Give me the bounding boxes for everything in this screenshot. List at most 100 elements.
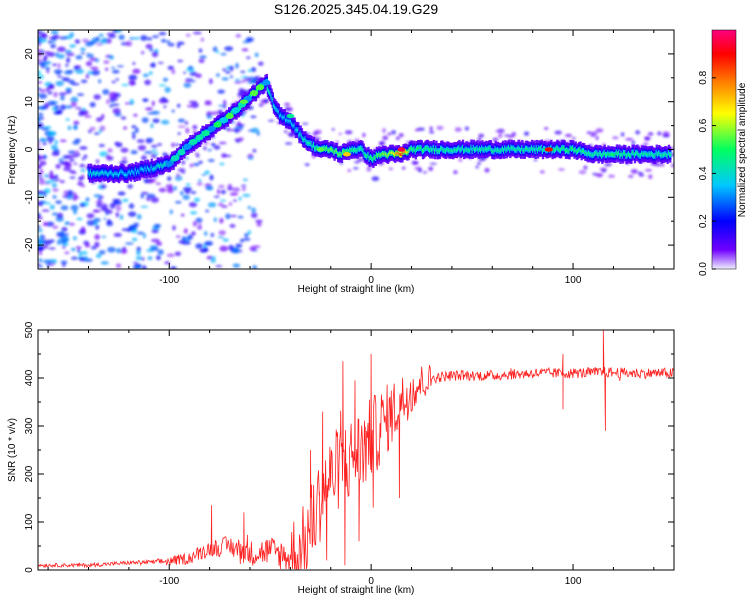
noise-point xyxy=(218,230,226,236)
noise-point xyxy=(643,142,649,146)
noise-point xyxy=(68,222,75,226)
noise-point xyxy=(191,231,196,236)
ridge-core xyxy=(487,147,490,151)
noise-point xyxy=(180,213,185,217)
noise-point xyxy=(114,141,119,146)
noise-point xyxy=(49,170,54,175)
noise-point xyxy=(55,80,64,87)
noise-point xyxy=(638,173,645,177)
ridge-blob xyxy=(189,138,198,145)
y-tick-label: 300 xyxy=(24,417,35,434)
noise-point xyxy=(133,113,138,117)
ridge-blob xyxy=(165,160,174,167)
noise-point xyxy=(382,128,386,133)
noise-point xyxy=(38,164,42,168)
ridge-core xyxy=(444,149,448,153)
noise-point xyxy=(599,167,608,171)
noise-point xyxy=(157,61,164,64)
noise-point xyxy=(225,213,231,220)
ridge-core xyxy=(350,149,353,153)
noise-point xyxy=(304,163,310,167)
colorbar-label: Normalized spectral amplitude xyxy=(737,82,748,217)
noise-point xyxy=(235,78,240,82)
noise-point xyxy=(220,52,227,56)
noise-point xyxy=(74,39,81,44)
noise-point xyxy=(151,100,155,107)
noise-point xyxy=(140,193,145,199)
noise-point xyxy=(148,178,154,181)
noise-point xyxy=(91,246,97,250)
noise-point xyxy=(118,34,125,40)
ridge-core xyxy=(301,137,305,141)
noise-point xyxy=(413,161,419,165)
noise-point xyxy=(254,52,259,58)
noise-point xyxy=(241,48,249,52)
noise-point xyxy=(251,127,259,133)
noise-point xyxy=(98,79,102,84)
noise-point xyxy=(128,211,137,217)
ridge-blob xyxy=(262,79,271,86)
noise-point xyxy=(144,151,154,154)
noise-point xyxy=(65,190,74,196)
noise-point xyxy=(141,191,149,195)
noise-point xyxy=(63,190,68,195)
noise-point xyxy=(50,30,59,35)
noise-point xyxy=(151,144,158,148)
noise-point xyxy=(38,107,43,110)
ridge-blob xyxy=(213,121,222,128)
noise-point xyxy=(196,182,203,186)
noise-point xyxy=(232,263,241,268)
noise-point xyxy=(263,98,270,104)
noise-point xyxy=(164,261,171,265)
noise-point xyxy=(212,46,218,52)
noise-point xyxy=(51,183,58,188)
noise-point xyxy=(44,126,52,130)
noise-point xyxy=(195,217,203,223)
noise-point xyxy=(242,40,249,44)
noise-point xyxy=(136,231,145,235)
snr-frame xyxy=(37,329,675,571)
noise-point xyxy=(249,246,256,252)
noise-point xyxy=(55,200,62,204)
noise-point xyxy=(74,65,80,70)
ridge-core xyxy=(349,148,352,151)
noise-point xyxy=(66,154,74,159)
noise-point xyxy=(84,243,91,248)
noise-point xyxy=(402,166,406,170)
y-tick-label: 400 xyxy=(24,369,35,386)
noise-point xyxy=(130,150,138,155)
ridge-core xyxy=(338,153,341,157)
noise-point xyxy=(98,144,105,147)
noise-point xyxy=(136,250,141,256)
ridge-core xyxy=(295,128,299,132)
noise-point xyxy=(82,107,86,111)
noise-point xyxy=(243,77,252,82)
noise-point xyxy=(50,36,58,41)
noise-point xyxy=(57,62,61,69)
noise-point xyxy=(388,167,394,171)
noise-point xyxy=(91,37,99,44)
ridge-core xyxy=(496,148,500,152)
ridge-core xyxy=(137,169,140,172)
noise-point xyxy=(96,43,103,46)
noise-point xyxy=(68,150,77,154)
noise-point xyxy=(131,82,136,85)
noise-point xyxy=(238,88,245,93)
noise-point xyxy=(90,53,94,59)
noise-point xyxy=(38,81,43,84)
noise-point xyxy=(52,188,59,192)
noise-point xyxy=(631,140,635,145)
noise-point xyxy=(38,179,46,185)
noise-point xyxy=(62,242,69,246)
noise-point xyxy=(38,74,44,79)
noise-point xyxy=(178,240,186,244)
noise-point xyxy=(540,170,545,174)
colorbar-ticks: 0.0 0.2 0.4 0.6 0.8 xyxy=(698,70,716,276)
noise-point xyxy=(255,219,263,223)
noise-point xyxy=(191,102,199,109)
noise-point xyxy=(359,159,365,162)
noise-point xyxy=(198,58,205,64)
noise-point xyxy=(362,132,366,138)
noise-point xyxy=(43,155,47,160)
